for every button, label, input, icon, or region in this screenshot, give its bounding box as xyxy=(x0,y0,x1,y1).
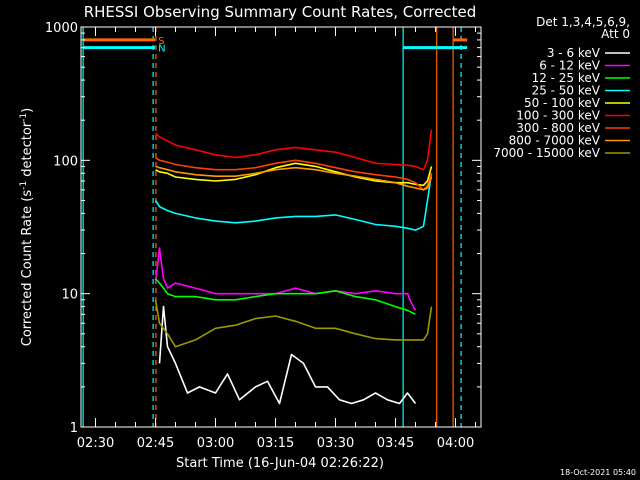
y-axis: 1 10 100 1000 xyxy=(45,21,481,436)
x-tick-label: 03:15 xyxy=(257,436,294,451)
plot-area: SN xyxy=(82,27,468,427)
x-tick-label: 02:45 xyxy=(137,436,174,451)
legend-label: 12 - 25 keV xyxy=(532,71,601,85)
flag-label-s: S xyxy=(158,36,164,47)
chart-title: RHESSI Observing Summary Count Rates, Co… xyxy=(84,3,477,21)
ylabel-part-2: detector xyxy=(20,121,35,181)
y-tick-label: 1000 xyxy=(45,21,78,36)
legend-label: 7000 - 15000 keV xyxy=(493,146,600,160)
ylabel-part-4: ) xyxy=(20,108,35,113)
x-tick-label: 02:30 xyxy=(77,436,114,451)
footer-date: 18-Oct-2021 05:40 xyxy=(560,468,636,477)
series-line-2 xyxy=(154,277,416,316)
legend-label: 300 - 800 keV xyxy=(516,121,600,135)
y-axis-label: Corrected Count Rate (s-1 detector-1) xyxy=(19,108,35,346)
x-tick-label: 03:30 xyxy=(317,436,354,451)
y-tick-label: 100 xyxy=(53,154,78,169)
legend-header-line-2: Att 0 xyxy=(601,27,630,41)
legend-label: 800 - 7000 keV xyxy=(509,134,601,148)
legend-label: 100 - 300 keV xyxy=(516,109,600,123)
series-line-0 xyxy=(158,305,417,405)
ylabel-part-0: Corrected Count Rate (s xyxy=(20,190,35,347)
legend-label: 25 - 50 keV xyxy=(532,84,601,98)
legend-header-line-1: Det 1,3,4,5,6,9, xyxy=(536,15,630,29)
legend-label: 6 - 12 keV xyxy=(539,59,601,73)
ylabel-part-3: -1 xyxy=(19,113,29,122)
y-tick-label: 10 xyxy=(61,288,78,303)
x-tick-label: 04:00 xyxy=(437,436,474,451)
ylabel-part-1: -1 xyxy=(19,181,29,190)
series-line-4 xyxy=(155,162,433,187)
series-line-8 xyxy=(154,299,433,348)
legend-label: 50 - 100 keV xyxy=(524,96,601,110)
series-line-5 xyxy=(154,129,433,171)
x-axis-label: Start Time (16-Jun-04 02:26:22) xyxy=(176,456,384,471)
x-tick-label: 03:45 xyxy=(377,436,414,451)
legend-label: 3 - 6 keV xyxy=(547,46,601,60)
series-line-7 xyxy=(155,165,433,191)
y-tick-label: 1 xyxy=(70,421,78,436)
series-line-6 xyxy=(155,156,433,191)
x-axis: 02:30 02:45 03:00 03:15 03:30 03:45 04:00 xyxy=(77,27,477,451)
series-line-3 xyxy=(154,173,433,231)
plot-frame xyxy=(80,26,482,428)
flag-label-n: N xyxy=(158,44,165,55)
x-tick-label: 03:00 xyxy=(197,436,234,451)
